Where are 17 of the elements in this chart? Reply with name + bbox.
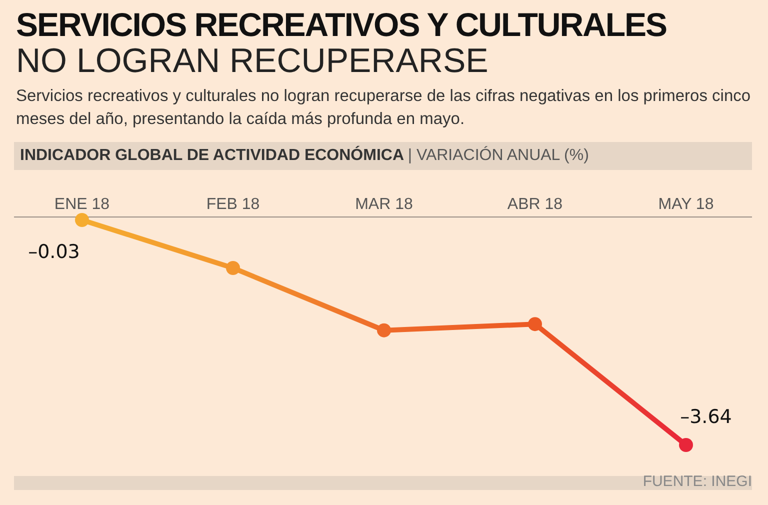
point	[75, 213, 89, 227]
chart-subtitle: NO LOGRAN RECUPERARSE	[16, 42, 488, 81]
point	[528, 317, 542, 332]
x-tick-label: ABR 18	[507, 196, 563, 213]
text: Servicios recreativos y culturales no logran recuperarse de las cifras negativas en los primeros cinco meses del año, presentando la caída más profunda en mayo.	[16, 86, 751, 130]
x-tick-label: ENE 18	[54, 196, 110, 213]
data-label: –0.03	[28, 241, 80, 263]
point	[226, 260, 240, 275]
source-note: FUENTE: INEGI	[642, 473, 752, 490]
point	[377, 323, 391, 338]
x-tick-label: FEB 18	[206, 196, 260, 213]
data-label: –3.64	[680, 406, 732, 428]
x-tick-label: MAR 18	[355, 196, 413, 213]
point	[679, 438, 693, 452]
chart-title: SERVICIOS RECREATIVOS Y CULTURALES	[16, 6, 667, 44]
y-axis-title: INDICADOR GLOBAL DE ACTIVIDAD ECONÓMICA | VARIACIÓN ANUAL (%)	[20, 147, 589, 165]
x-tick-label: MAY 18	[658, 196, 714, 213]
